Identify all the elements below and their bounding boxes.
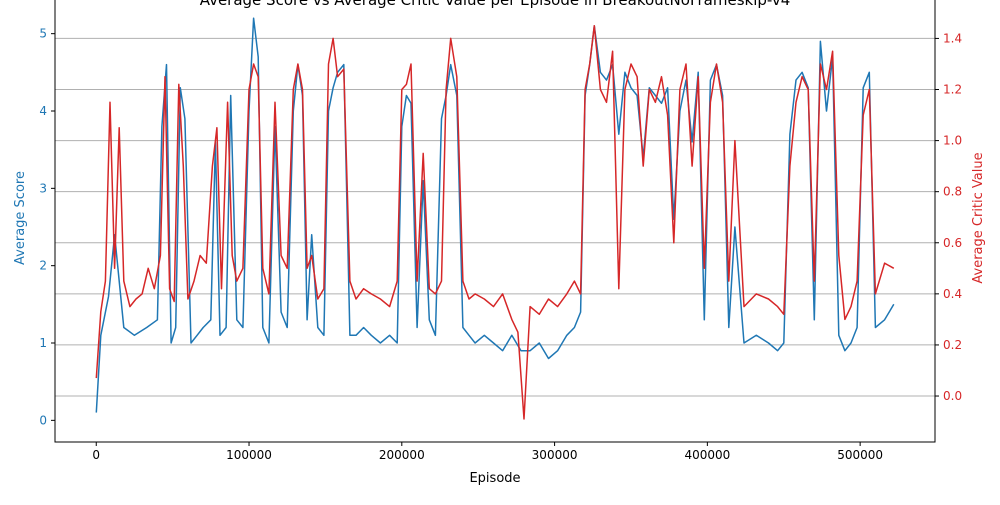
y-left-tick-label: 0 xyxy=(39,413,47,427)
right-y-axis-label: Average Critic Value xyxy=(971,152,986,283)
gridlines xyxy=(55,37,935,397)
y-right-tick-label: 0.0 xyxy=(943,389,962,403)
y-right-tick-label: 0.6 xyxy=(943,236,962,250)
y-right-tick-label: 1.0 xyxy=(943,134,962,148)
x-tick-label: 200000 xyxy=(379,448,425,462)
y-left-tick-label: 3 xyxy=(39,181,47,195)
y-right-tick-label: 0.4 xyxy=(943,287,962,301)
y-left-tick-label: 4 xyxy=(39,104,47,118)
plot-frame xyxy=(54,0,936,443)
y-right-tick-label: 1.4 xyxy=(943,31,962,45)
left-y-axis-label: Average Score xyxy=(13,171,28,265)
right-y-axis: 0.0 0.2 0.4 0.6 0.8 1.0 1.2 1.4 xyxy=(935,31,962,403)
x-tick-label: 400000 xyxy=(684,448,730,462)
y-right-tick-label: 0.8 xyxy=(943,185,962,199)
y-left-tick-label: 1 xyxy=(39,336,47,350)
y-right-tick-label: 1.2 xyxy=(943,83,962,97)
x-axis: 0 100000 200000 300000 400000 500000 xyxy=(92,442,883,462)
score-line xyxy=(95,17,895,413)
x-tick-label: 500000 xyxy=(837,448,883,462)
x-tick-label: 100000 xyxy=(226,448,272,462)
critic-value-line xyxy=(95,24,895,420)
y-left-tick-label: 5 xyxy=(39,27,47,41)
y-left-tick-label: 2 xyxy=(39,259,47,273)
x-axis-label: Episode xyxy=(469,471,520,486)
x-tick-label: 0 xyxy=(92,448,100,462)
left-y-axis: 0 1 2 3 4 5 xyxy=(39,27,55,427)
series-lines xyxy=(95,17,895,420)
chart-title: Average Score vs Average Critic Value pe… xyxy=(200,0,791,9)
x-tick-label: 300000 xyxy=(532,448,578,462)
y-right-tick-label: 0.2 xyxy=(943,338,962,352)
